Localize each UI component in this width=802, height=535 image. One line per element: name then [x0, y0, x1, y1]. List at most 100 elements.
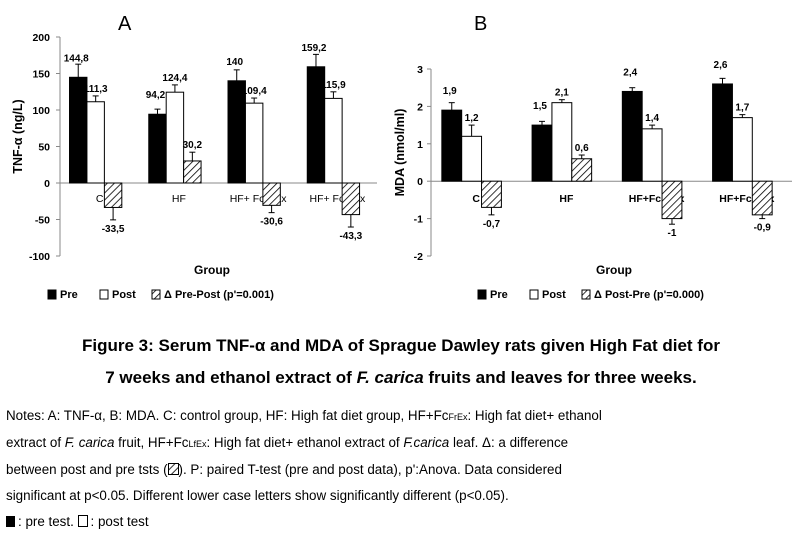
bar-pre — [441, 109, 463, 182]
notes-l2-species: F. carica — [64, 435, 115, 450]
figure-notes: Notes: A: TNF-α, B: MDA. C: control grou… — [6, 403, 796, 535]
data-label: -43,3 — [339, 231, 362, 242]
legend-swatch — [99, 289, 109, 300]
data-label: 115,9 — [321, 80, 346, 91]
chart-b-mda: B -2 -1 0 1 2 3 MDA (nmol/ml) Group C 1,9 1,2 -0,7 HF… — [393, 13, 792, 301]
bar-post — [461, 135, 483, 182]
notes-line-5: : pre test. : post test — [6, 509, 796, 535]
notes-l1a: Notes: A: TNF-α, B: MDA. C: control grou… — [6, 408, 449, 423]
panel-letter: B — [474, 13, 487, 35]
bar- — [661, 180, 683, 220]
notes-l2a: extract of — [6, 435, 65, 450]
notes-line-2: extract of F. carica fruit, HF+FcLfEx: H… — [6, 430, 796, 457]
data-label: 144,8 — [64, 53, 89, 64]
caption-line-1: Figure 3: Serum TNF-α and MDA of Sprague… — [82, 336, 720, 355]
bar-pre — [712, 83, 733, 182]
category-label: HF — [172, 193, 186, 205]
legend-label: Δ Pre-Post (p'=0.001) — [164, 289, 274, 301]
hatch-swatch-icon — [167, 463, 179, 475]
pre-swatch-icon — [6, 516, 15, 527]
y-tick-label: 50 — [38, 142, 50, 154]
notes-l5b: : post test — [90, 514, 149, 529]
data-label: 1,9 — [443, 86, 457, 97]
notes-l3a: between post and pre tsts ( — [6, 462, 168, 477]
bar- — [481, 180, 502, 208]
bar- — [183, 160, 202, 184]
y-tick-label: -50 — [35, 215, 50, 227]
caption-line-2-start: 7 weeks and ethanol extract of — [105, 368, 357, 387]
data-label: -0,7 — [483, 219, 501, 230]
notes-l2-species-2: F.carica — [403, 435, 450, 450]
data-label: 2,6 — [714, 60, 728, 71]
legend-swatch — [477, 289, 487, 300]
bar-post — [731, 117, 753, 182]
bar-pre — [148, 113, 167, 184]
y-tick-label: -100 — [29, 251, 50, 263]
data-label: 0,6 — [575, 143, 589, 154]
notes-l2d: leaf. Δ: a difference — [449, 435, 569, 450]
y-axis-label: MDA (nmol/ml) — [393, 109, 407, 197]
legend-swatch — [581, 289, 591, 300]
y-tick-label: 3 — [417, 64, 423, 76]
caption-line-2: 7 weeks and ethanol extract of F. carica… — [0, 362, 802, 394]
data-label: 30,2 — [183, 140, 203, 151]
y-tick-label: 0 — [417, 176, 423, 188]
legend-swatch — [47, 289, 57, 300]
data-label: 1,7 — [735, 103, 749, 114]
y-tick-label: 200 — [32, 32, 50, 44]
data-label: 94,2 — [146, 90, 166, 101]
x-axis-label: Group — [596, 263, 632, 277]
bar-post — [244, 102, 264, 184]
data-label: 1,2 — [465, 113, 479, 124]
y-tick-label: 100 — [32, 105, 50, 117]
data-label: 111,3 — [84, 84, 108, 95]
bar- — [103, 182, 123, 208]
notes-line-1: Notes: A: TNF-α, B: MDA. C: control grou… — [6, 403, 796, 430]
figure-charts: A -100 -50 0 50 100 150 200 TNF-α (ng/L) Group C 14… — [11, 13, 792, 301]
y-tick-label: 2 — [417, 101, 423, 113]
chart-a-tnf: A -100 -50 0 50 100 150 200 TNF-α (ng/L) Group C 14… — [11, 13, 377, 301]
y-tick-label: 0 — [44, 178, 50, 190]
category-label: C — [96, 193, 104, 205]
data-label: 2,1 — [555, 88, 569, 99]
legend-label: Post — [542, 289, 566, 301]
notes-l2c: : High fat diet+ ethanol extract of — [206, 435, 404, 450]
notes-l2b: fruit, HF+Fc — [114, 435, 189, 450]
bar-post — [165, 91, 185, 184]
data-label: 1,4 — [645, 113, 659, 124]
bar-post — [86, 101, 105, 184]
notes-line-4: significant at p<0.05. Different lower c… — [6, 488, 509, 503]
bar-pre — [531, 124, 553, 182]
data-label: 2,4 — [623, 67, 637, 78]
caption-line-2-end: fruits and leaves for three weeks. — [423, 368, 697, 387]
data-label: -30,6 — [260, 217, 283, 228]
caption-species: F. carica — [356, 368, 424, 387]
bar- — [751, 180, 773, 216]
category-label: HF — [559, 193, 574, 205]
bar-post — [551, 102, 573, 182]
data-label: 124,4 — [162, 73, 187, 84]
y-tick-label: -2 — [414, 251, 423, 263]
category-label: C — [472, 193, 480, 205]
y-tick-label: 1 — [417, 139, 423, 151]
x-axis-label: Group — [194, 263, 230, 277]
data-label: -1 — [668, 228, 677, 239]
y-tick-label: -1 — [414, 214, 423, 226]
data-label: -33,5 — [102, 224, 125, 235]
notes-l2-subscript: LfEx — [188, 439, 207, 449]
y-tick-label: 150 — [32, 69, 50, 81]
bar-pre — [621, 90, 643, 182]
legend-label: Post — [112, 289, 136, 301]
legend-label: Pre — [60, 289, 78, 301]
notes-l3b: ). P: paired T-test (pre and post data),… — [178, 462, 562, 477]
bar- — [571, 158, 593, 182]
bar- — [341, 182, 361, 216]
notes-l1b: : High fat diet+ ethanol — [467, 408, 602, 423]
bar- — [262, 182, 281, 206]
notes-l5a: : pre test. — [18, 514, 78, 529]
figure-caption: Figure 3: Serum TNF-α and MDA of Sprague… — [0, 330, 802, 394]
legend-swatch — [151, 289, 161, 300]
bar-post — [324, 97, 343, 184]
data-label: -0,9 — [754, 223, 772, 234]
legend-label: Δ Post-Pre (p'=0.000) — [594, 289, 704, 301]
